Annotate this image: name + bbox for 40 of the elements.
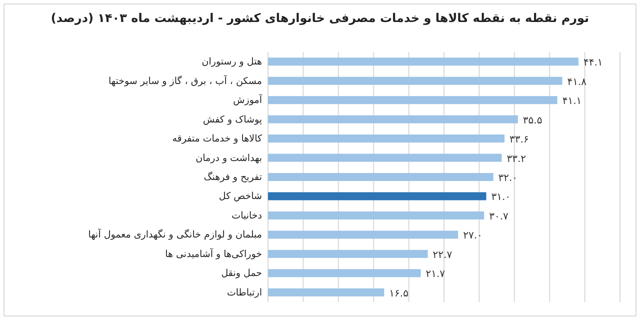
data-label: ۲۲.۷	[432, 250, 453, 261]
y-tick-label: کالاها و خدمات متفرقه	[172, 134, 262, 145]
bar	[268, 58, 578, 66]
bar	[268, 192, 486, 200]
data-label: ۴۱.۱	[562, 96, 582, 108]
data-label: ۴۱.۸	[567, 76, 588, 88]
bar	[268, 269, 421, 278]
y-tick-label: مسکن ، آب ، برق ، گاز و سایر سوختها	[108, 74, 262, 87]
data-label: ۲۱.۷	[426, 269, 446, 280]
y-tick-label: آموزش	[233, 94, 262, 106]
bar	[268, 211, 484, 220]
y-tick-label: پوشاک و کفش	[203, 114, 262, 126]
y-tick-label: خوراکی‌ها و آشامیدنی ها	[165, 248, 262, 260]
bar	[268, 96, 558, 104]
bar	[268, 230, 458, 239]
data-label: ۳۲.۰	[498, 173, 518, 184]
data-label: ۴۴.۱	[583, 58, 603, 69]
y-tick-label: ارتباطات	[226, 287, 262, 298]
y-tick-label: بهداشت و درمان	[196, 152, 262, 164]
y-tick-label: دخانیات	[232, 210, 262, 222]
y-tick-label: مبلمان و لوازم خانگی و نگهداری معمول آنها	[88, 228, 262, 241]
data-label: ۳۰.۷	[489, 211, 510, 222]
y-tick-label: تفریح و فرهنگ	[204, 171, 262, 183]
y-tick-label: شاخص کل	[218, 191, 262, 202]
data-label: ۲۷.۰	[463, 230, 482, 242]
bar	[268, 154, 502, 162]
bar	[268, 115, 518, 124]
data-label: ۳۱.۰	[491, 192, 511, 204]
data-label: ۱۶.۵	[389, 288, 408, 300]
bar	[268, 288, 384, 296]
data-label: ۳۳.۲	[506, 154, 526, 165]
y-tick-label: حمل ونقل	[221, 268, 262, 280]
bar	[268, 76, 562, 85]
bar	[268, 134, 505, 143]
bar	[268, 173, 494, 181]
y-tick-label: هتل و رستوران	[202, 56, 262, 68]
chart-title: تورم نقطه به نقطه کالاها و خدمات مصرفی خانوارهای کشور - اردیبهشت ماه ۱۴۰۳ (درصد)	[50, 11, 590, 25]
data-label: ۳۵.۵	[522, 115, 542, 126]
bar	[268, 250, 428, 258]
data-label: ۳۳.۶	[510, 134, 529, 146]
